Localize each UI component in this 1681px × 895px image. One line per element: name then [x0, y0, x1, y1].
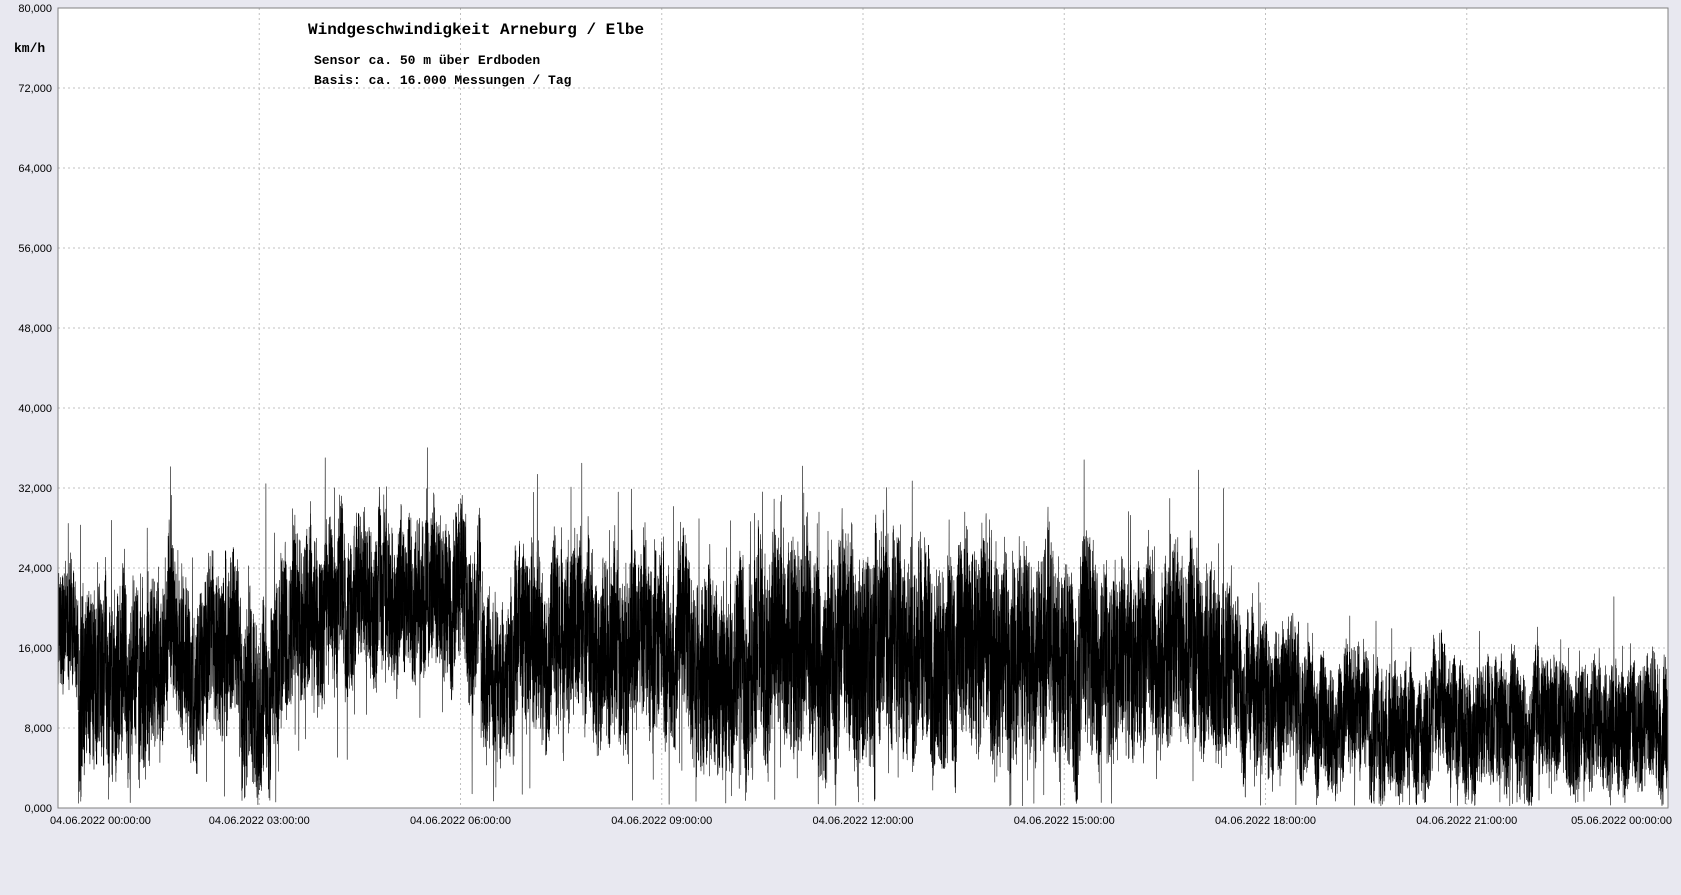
x-tick-label: 04.06.2022 09:00:00 — [611, 815, 712, 827]
y-tick-label: 32,000 — [18, 483, 52, 495]
x-tick-label: 04.06.2022 03:00:00 — [209, 815, 310, 827]
y-tick-label: 24,000 — [18, 563, 52, 575]
chart-container: 0,000 8,000 16,000 24,000 32,000 40,000 48,000… — [0, 0, 1681, 895]
x-axis-tick-labels: 04.06.2022 00:00:00 04.06.2022 03:00:00 04… — [50, 815, 1672, 827]
y-tick-label: 64,000 — [18, 163, 52, 175]
y-tick-label: 16,000 — [18, 643, 52, 655]
y-tick-label: 0,000 — [24, 803, 52, 815]
x-tick-label: 04.06.2022 12:00:00 — [813, 815, 914, 827]
y-tick-label: 72,000 — [18, 83, 52, 95]
x-tick-label: 04.06.2022 15:00:00 — [1014, 815, 1115, 827]
y-tick-label: 48,000 — [18, 323, 52, 335]
chart-subtitle-1: Sensor ca. 50 m über Erdboden — [314, 53, 540, 68]
x-tick-label: 04.06.2022 00:00:00 — [50, 815, 151, 827]
y-tick-label: 80,000 — [18, 3, 52, 15]
chart-title: Windgeschwindigkeit Arneburg / Elbe — [308, 21, 644, 39]
x-tick-label: 04.06.2022 18:00:00 — [1215, 815, 1316, 827]
y-tick-label: 56,000 — [18, 243, 52, 255]
x-tick-label: 05.06.2022 00:00:00 — [1571, 815, 1672, 827]
y-tick-label: 40,000 — [18, 403, 52, 415]
x-tick-label: 04.06.2022 06:00:00 — [410, 815, 511, 827]
y-axis-unit-label: km/h — [14, 41, 45, 56]
x-tick-label: 04.06.2022 21:00:00 — [1416, 815, 1517, 827]
chart-subtitle-2: Basis: ca. 16.000 Messungen / Tag — [314, 73, 572, 88]
chart-svg: 0,000 8,000 16,000 24,000 32,000 40,000 48,000… — [0, 0, 1681, 895]
y-tick-label: 8,000 — [24, 723, 52, 735]
